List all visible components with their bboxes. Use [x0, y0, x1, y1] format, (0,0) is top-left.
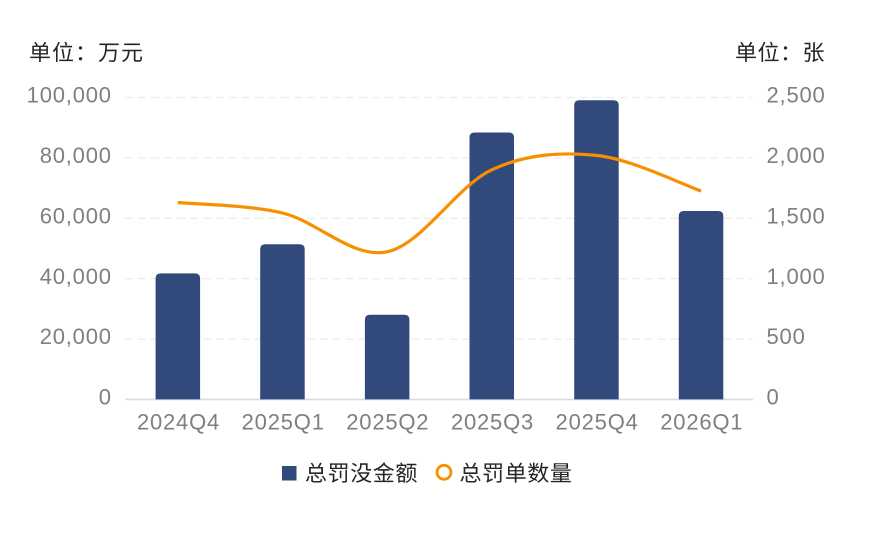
svg-text:500: 500	[767, 324, 806, 349]
svg-text:2,500: 2,500	[767, 83, 826, 108]
svg-text:0: 0	[767, 385, 780, 410]
svg-text:60,000: 60,000	[40, 204, 112, 229]
svg-text:2025Q3: 2025Q3	[451, 410, 534, 435]
svg-text:80,000: 80,000	[40, 143, 112, 168]
svg-text:0: 0	[99, 385, 112, 410]
svg-text:1,500: 1,500	[767, 204, 826, 229]
svg-text:2026Q1: 2026Q1	[660, 410, 743, 435]
svg-text:20,000: 20,000	[40, 324, 112, 349]
svg-text:2025Q1: 2025Q1	[242, 410, 325, 435]
svg-text:40,000: 40,000	[40, 264, 112, 289]
svg-text:1,000: 1,000	[767, 264, 826, 289]
svg-text:2025Q4: 2025Q4	[556, 410, 639, 435]
svg-text:100,000: 100,000	[27, 83, 112, 108]
svg-text:2025Q2: 2025Q2	[346, 410, 429, 435]
svg-text:2,000: 2,000	[767, 143, 826, 168]
svg-text:2024Q4: 2024Q4	[137, 410, 220, 435]
